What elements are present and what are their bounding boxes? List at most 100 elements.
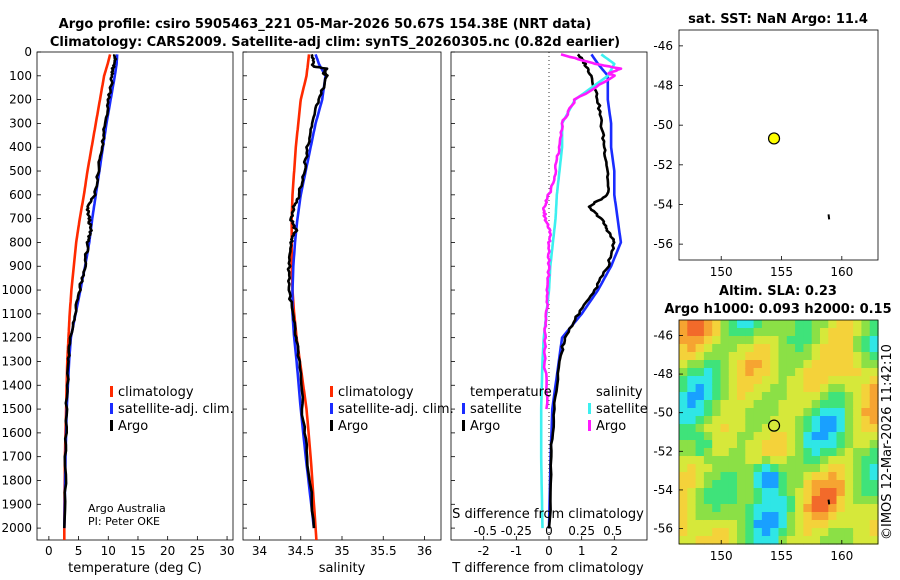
heatmap-cell (720, 344, 730, 353)
heatmap-cell (737, 464, 746, 473)
heatmap-cell (679, 400, 688, 409)
heatmap-cell (687, 432, 697, 441)
heatmap-cell (712, 368, 722, 377)
heatmap-cell (737, 496, 746, 505)
heatmap-cell (695, 432, 705, 441)
heatmap-cell (811, 384, 821, 393)
legend-label-satellite: satellite-adj. clim. (118, 402, 234, 417)
imos-stamp: ©IMOS 12-Mar-2026 11:42:10 (880, 344, 895, 540)
heatmap-cell (770, 384, 780, 393)
heatmap-cell (761, 360, 771, 369)
heatmap-cell (803, 368, 813, 377)
heatmap-cell (811, 336, 821, 345)
heatmap-cell (712, 416, 722, 425)
heatmap-cell (687, 408, 697, 417)
heatmap-cell (720, 472, 730, 481)
heatmap-cell (728, 512, 738, 521)
y-tick-label: 500 (9, 164, 32, 178)
y-tick-label: -50 (653, 118, 673, 132)
heatmap-cell (770, 376, 780, 385)
heatmap-cell (728, 368, 738, 377)
heatmap-cell (820, 408, 829, 417)
heatmap-cell (770, 328, 780, 337)
heatmap-cell (728, 320, 738, 329)
heatmap-cell (712, 496, 722, 505)
heatmap-cell (770, 472, 780, 481)
heatmap-cell (786, 392, 796, 401)
heatmap-cell (687, 336, 697, 345)
heatmap-cell (687, 400, 697, 409)
heatmap-cell (679, 448, 688, 457)
heatmap-cell (844, 520, 854, 529)
heatmap-cell (844, 504, 854, 513)
heatmap-cell (745, 408, 755, 417)
heatmap-cell (786, 320, 796, 329)
heatmap-cell (795, 416, 804, 425)
heatmap-cell (737, 352, 746, 361)
heatmap-cell (679, 472, 688, 481)
heatmap-cell (869, 488, 879, 497)
heatmap-cell (778, 376, 788, 385)
heatmap-cell (712, 392, 722, 401)
sla-map-panel: Altim. SLA: 0.23 Argo h1000: 0.093 h2000… (653, 284, 891, 563)
heatmap-cell (861, 376, 871, 385)
y-tick-label: 200 (9, 93, 32, 107)
heatmap-cell (761, 440, 771, 449)
heatmap-cell (695, 352, 705, 361)
heatmap-cell (695, 464, 705, 473)
heatmap-cell (778, 408, 788, 417)
heatmap-cell (753, 376, 763, 385)
heatmap-cell (737, 432, 746, 441)
heatmap-cell (761, 408, 771, 417)
heatmap-cell (778, 480, 788, 489)
heatmap-cell (811, 352, 821, 361)
heatmap-cell (836, 424, 846, 433)
heatmap-cell (786, 416, 796, 425)
heatmap-cell (795, 512, 804, 521)
heatmap-cell (861, 528, 871, 537)
heatmap-cell (786, 432, 796, 441)
heatmap-cell (737, 368, 746, 377)
heatmap-cell (737, 528, 746, 537)
heatmap-cell (803, 464, 813, 473)
heatmap-cell (737, 536, 746, 545)
heatmap-cell (695, 528, 705, 537)
legend-label-argo: Argo (338, 419, 368, 434)
heatmap-cell (869, 456, 879, 465)
heatmap-cell (720, 456, 730, 465)
series-line-salinity-argo (541, 53, 623, 410)
heatmap-cell (737, 408, 746, 417)
sst-map-panel: sat. SST: NaN Argo: 11.4 150 155 160 -46 -48… (653, 12, 879, 279)
heatmap-cell (869, 328, 879, 337)
heatmap-cell (853, 352, 862, 361)
heatmap-cell (703, 456, 713, 465)
heatmap-cell (745, 528, 755, 537)
heatmap-cell (828, 504, 838, 513)
heatmap-cell (728, 360, 738, 369)
heatmap-cell (820, 448, 829, 457)
y-tick-label: 1900 (1, 497, 32, 511)
heatmap-cell (828, 424, 838, 433)
heatmap-cell (869, 384, 879, 393)
heatmap-cell (737, 512, 746, 521)
legend-title-salinity: salinity (596, 385, 643, 400)
heatmap-cell (861, 456, 871, 465)
heatmap-cell (745, 512, 755, 521)
heatmap-cell (786, 528, 796, 537)
heatmap-cell (795, 344, 804, 353)
x-tick-label: 2 (611, 544, 619, 558)
heatmap-cell (703, 472, 713, 481)
sst-map-title: sat. SST: NaN Argo: 11.4 (688, 12, 868, 27)
heatmap-cell (803, 400, 813, 409)
heatmap-cell (761, 512, 771, 521)
heatmap-cell (795, 368, 804, 377)
heatmap-cell (861, 424, 871, 433)
heatmap-cell (703, 320, 713, 329)
heatmap-cell (745, 520, 755, 529)
heatmap-cell (820, 352, 829, 361)
heatmap-cell (745, 328, 755, 337)
heatmap-cell (786, 480, 796, 489)
legend-title-temperature: temperature (470, 385, 552, 400)
heatmap-cell (795, 440, 804, 449)
